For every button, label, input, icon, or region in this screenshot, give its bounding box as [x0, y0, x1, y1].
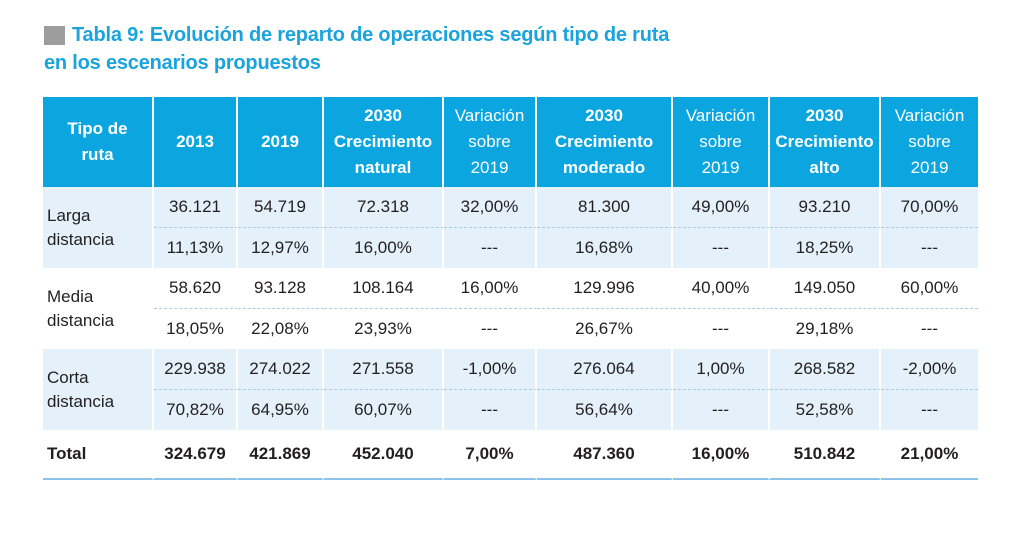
table-cell: 108.164 — [324, 268, 444, 309]
table-cell: 229.938 — [154, 349, 238, 390]
row-label-total: Total — [43, 430, 154, 480]
operations-table: Tipo de ruta 2013 2019 2030 Crecimiento nat… — [43, 97, 978, 480]
table-cell: 510.842 — [770, 430, 881, 480]
table-cell: 274.022 — [238, 349, 324, 390]
row-label-corta: Corta distancia — [43, 349, 154, 430]
table-cell: --- — [444, 228, 537, 268]
table-cell: 149.050 — [770, 268, 881, 309]
table-cell: 36.121 — [154, 187, 238, 228]
table-cell: 452.040 — [324, 430, 444, 480]
table-cell: 21,00% — [881, 430, 978, 480]
table-cell: 26,67% — [537, 309, 673, 349]
table-cell: 487.360 — [537, 430, 673, 480]
table-cell: 58.620 — [154, 268, 238, 309]
table-cell: 93.128 — [238, 268, 324, 309]
table-cell: --- — [673, 228, 770, 268]
table-cell: 56,64% — [537, 390, 673, 430]
table-cell: 64,95% — [238, 390, 324, 430]
table-cell: 40,00% — [673, 268, 770, 309]
table-cell: 60,00% — [881, 268, 978, 309]
table-cell: 11,13% — [154, 228, 238, 268]
table-cell: --- — [881, 390, 978, 430]
table-cell: 49,00% — [673, 187, 770, 228]
table-cell: --- — [921, 319, 938, 338]
table-row-media-values: Media distancia 58.620 93.128 108.164 16,… — [43, 268, 978, 349]
table-cell: 18,05% — [154, 309, 238, 349]
table-cell: --- — [881, 228, 978, 268]
table-cell: 324.679 — [154, 430, 238, 480]
header-2019: 2019 — [238, 97, 324, 187]
title-line-1: Tabla 9: Evolución de reparto de operaci… — [72, 24, 670, 46]
table-cell: 16,00% — [444, 268, 537, 309]
table-cell: 16,00% — [324, 228, 444, 268]
table-cell: 271.558 — [324, 349, 444, 390]
table-cell: 70,82% — [154, 390, 238, 430]
table-cell: 18,25% — [770, 228, 881, 268]
table-cell: 54.719 — [238, 187, 324, 228]
table-row-larga-shares: 11,13% 12,97% 16,00% --- 16,68% --- 18,2… — [43, 228, 978, 268]
header-2030-alto: 2030 Crecimiento alto — [770, 97, 881, 187]
table-cell: --- — [673, 309, 770, 349]
title-line-2: en los escenarios propuestos — [44, 52, 321, 74]
header-tipo-ruta: Tipo de ruta — [43, 97, 154, 187]
table-cell: 12,97% — [238, 228, 324, 268]
table-cell: 268.582 — [770, 349, 881, 390]
table-cell: -1,00% — [444, 349, 537, 390]
table-cell: 93.210 — [770, 187, 881, 228]
header-2030-natural: 2030 Crecimiento natural — [324, 97, 444, 187]
header-variacion-moderado: Variación sobre 2019 — [673, 97, 770, 187]
header-2013: 2013 — [154, 97, 238, 187]
table-cell: 129.996 — [537, 268, 673, 309]
table-row-corta-values: Corta distancia 229.938 274.022 271.558 -… — [43, 349, 978, 430]
table-cell: 22,08% — [238, 309, 324, 349]
title-square-icon — [44, 25, 65, 45]
table-cell: 70,00% — [881, 187, 978, 228]
table-cell: --- — [673, 390, 770, 430]
table-cell: 16,68% — [537, 228, 673, 268]
header-row: Tipo de ruta 2013 2019 2030 Crecimiento nat… — [43, 97, 978, 187]
header-variacion-natural: Variación sobre 2019 — [444, 97, 537, 187]
row-label-larga: Larga distancia — [43, 187, 154, 268]
table-cell: --- — [444, 390, 537, 430]
table-cell: 52,58% — [770, 390, 881, 430]
header-2030-moderado: 2030 Crecimiento moderado — [537, 97, 673, 187]
table-cell: 7,00% — [444, 430, 537, 480]
table-cell: -2,00% — [881, 349, 978, 390]
table-row-total: Total 324.679 421.869 452.040 7,00% 487.… — [43, 430, 978, 480]
table-cell: 81.300 — [537, 187, 673, 228]
table-cell: 1,00% — [673, 349, 770, 390]
table-cell: --- — [444, 309, 537, 349]
row-label-media: Media distancia — [43, 268, 154, 349]
table-cell: 16,00% — [673, 430, 770, 480]
table-row-media-shares: 18,05% 22,08% 23,93% --- 26,67% --- 29,1… — [43, 309, 978, 349]
table-cell: 421.869 — [238, 430, 324, 480]
header-variacion-alto: Variación sobre 2019 — [881, 97, 978, 187]
table-cell: 29,18% — [770, 309, 881, 349]
table-title: Tabla 9: Evolución de reparto de operaci… — [44, 22, 669, 76]
table-cell: 32,00% — [444, 187, 537, 228]
table-cell: 23,93% — [324, 309, 444, 349]
table-row-larga-values: Larga distancia 36.121 54.719 72.318 32,0… — [43, 187, 978, 268]
table-cell: 60,07% — [324, 390, 444, 430]
table-cell: 276.064 — [537, 349, 673, 390]
table-cell: 72.318 — [324, 187, 444, 228]
table-row-corta-shares: 70,82% 64,95% 60,07% --- 56,64% --- 52,5… — [43, 390, 978, 430]
